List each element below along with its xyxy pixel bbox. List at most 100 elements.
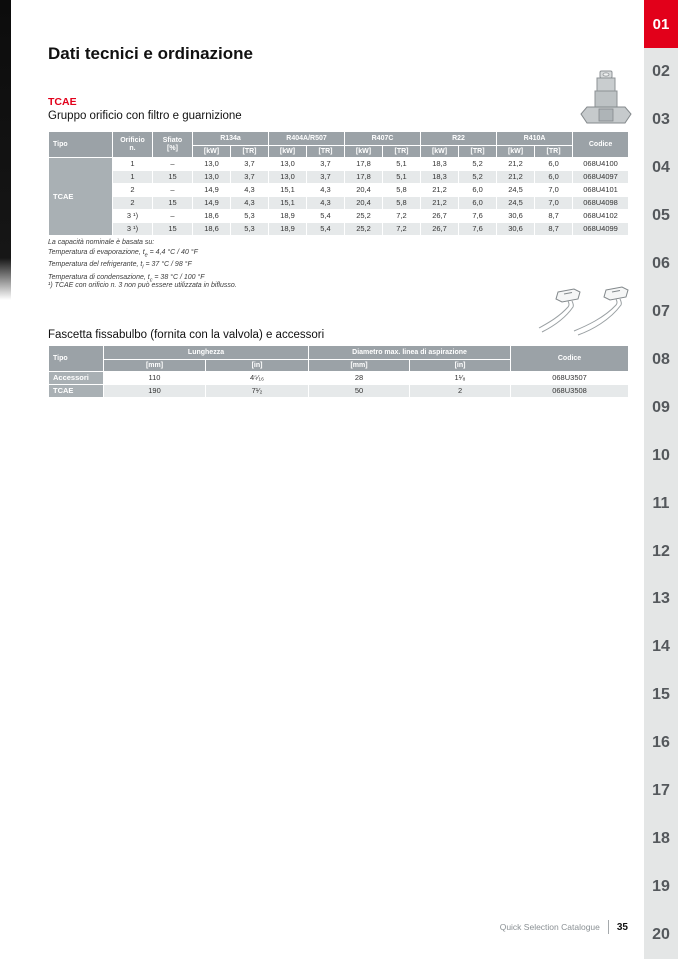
row-group-label: TCAE — [48, 157, 113, 236]
cell: 5,8 — [382, 183, 422, 197]
cell: 5,1 — [382, 157, 422, 171]
note-line: Temperatura di evaporazione, te = 4,4 °C… — [48, 248, 198, 258]
cell: 4,3 — [229, 183, 270, 197]
subcol-tr: [TR] — [229, 145, 270, 158]
section-tab-08[interactable]: 08 — [652, 350, 670, 368]
cell: 5,2 — [458, 157, 498, 171]
product-name: TCAE — [48, 96, 77, 108]
section-tab-17[interactable]: 17 — [652, 782, 670, 800]
orifice-data-table: Tipo Orificio n. Sfiato [%] R134a R404A/… — [48, 131, 630, 236]
code-cell: 068U3507 — [510, 371, 630, 385]
subcol-mm: [mm] — [103, 359, 206, 372]
section-tab-04[interactable]: 04 — [652, 158, 670, 176]
code-cell: 068U4099 — [572, 222, 630, 236]
col-header-tipo: Tipo — [48, 345, 104, 372]
cell: 7,0 — [534, 183, 574, 197]
section-tab-13[interactable]: 13 — [652, 590, 670, 608]
subcol-kw: [kW] — [420, 145, 460, 158]
section-tab-01-active[interactable]: 01 — [644, 0, 678, 48]
col-header-orificio: Orificio n. — [112, 131, 153, 158]
cell: 13,0 — [268, 170, 308, 184]
section-tab-10[interactable]: 10 — [652, 446, 670, 464]
cell: – — [152, 157, 193, 171]
cell: 25,2 — [344, 222, 384, 236]
cell: 18,6 — [192, 209, 231, 223]
section-tab-18[interactable]: 18 — [652, 830, 670, 848]
cell: 3,7 — [229, 170, 270, 184]
row-label: TCAE — [48, 384, 104, 398]
cell: – — [152, 183, 193, 197]
cell: 13,0 — [268, 157, 308, 171]
section-tab-16[interactable]: 16 — [652, 734, 670, 752]
cell: 5,2 — [458, 170, 498, 184]
section-tab-bar: 01 02 03 04 05 06 07 08 09 10 11 12 13 1… — [644, 0, 678, 959]
subcol-mm: [mm] — [308, 359, 411, 372]
section-tab-02[interactable]: 02 — [652, 62, 670, 80]
cell: 13,0 — [192, 157, 231, 171]
cell: 1 — [112, 170, 153, 184]
cell: 3,7 — [306, 170, 346, 184]
section-tab-07[interactable]: 07 — [652, 302, 670, 320]
cell: 7,0 — [534, 196, 574, 210]
cell: 26,7 — [420, 209, 460, 223]
section-tab-15[interactable]: 15 — [652, 686, 670, 704]
section1-subtitle: Gruppo orificio con filtro e guarnizione — [48, 110, 242, 122]
cell: 2 — [112, 183, 153, 197]
note-intro: La capacità nominale è basata su: — [48, 239, 155, 246]
cell: 20,4 — [344, 196, 384, 210]
col-group-r410a: R410A — [496, 131, 574, 146]
section-tab-20[interactable]: 20 — [652, 926, 670, 944]
page-footer: Quick Selection Catalogue 35 — [500, 920, 628, 934]
cell: 17,8 — [344, 157, 384, 171]
section-tab-09[interactable]: 09 — [652, 398, 670, 416]
cell: 1 — [112, 157, 153, 171]
subcol-tr: [TR] — [306, 145, 346, 158]
section-tab-03[interactable]: 03 — [652, 110, 670, 128]
cell: 1¹⁄₈ — [409, 371, 512, 385]
section-tab-11[interactable]: 11 — [652, 494, 670, 512]
cell: 6,0 — [534, 157, 574, 171]
cell: 8,7 — [534, 222, 574, 236]
subcol-kw: [kW] — [268, 145, 308, 158]
cell: 4⁵⁄₁₆ — [204, 371, 310, 385]
cell: 20,4 — [344, 183, 384, 197]
section2-subtitle: Fascetta fissabulbo (fornita con la valv… — [48, 329, 325, 341]
section-tab-14[interactable]: 14 — [652, 638, 670, 656]
cell: 13,0 — [192, 170, 231, 184]
subcol-in: [in] — [409, 359, 512, 372]
subcol-kw: [kW] — [496, 145, 536, 158]
section-tab-19[interactable]: 19 — [652, 878, 670, 896]
rating-conditions-note: La capacità nominale è basata su: Temper… — [48, 238, 205, 286]
code-cell: 068U4098 — [572, 196, 630, 210]
subcol-tr: [TR] — [458, 145, 498, 158]
cell: 190 — [103, 384, 206, 398]
cell: 7,6 — [458, 222, 498, 236]
orifice-assembly-image — [580, 70, 632, 124]
cell: 15,1 — [268, 183, 308, 197]
cell: 6,0 — [458, 196, 498, 210]
cell: 24,5 — [496, 196, 536, 210]
cell: 17,8 — [344, 170, 384, 184]
orifice-footnote: ¹) TCAE con orificio n. 3 non può essere… — [48, 282, 237, 289]
section-tab-05[interactable]: 05 — [652, 206, 670, 224]
cell: 5,1 — [382, 170, 422, 184]
cell: 3,7 — [306, 157, 346, 171]
col-group-r404a-r507: R404A/R507 — [268, 131, 346, 146]
subcol-tr: [TR] — [382, 145, 422, 158]
table-row: 1 15 13,0 3,7 13,0 3,7 17,8 5,1 18,3 5,2… — [49, 170, 630, 184]
cell: 2 — [112, 196, 153, 210]
note-line: Temperatura di condensazione, tc = 38 °C… — [48, 274, 205, 284]
cell: 7¹⁄₂ — [204, 384, 310, 398]
cell: 3 ¹) — [112, 222, 153, 236]
cell: 7,2 — [382, 222, 422, 236]
section-tab-12[interactable]: 12 — [652, 542, 670, 560]
cell: 21,2 — [420, 183, 460, 197]
col-header-codice: Codice — [510, 345, 630, 372]
cell: 5,3 — [229, 222, 270, 236]
cell: – — [152, 209, 193, 223]
code-cell: 068U4097 — [572, 170, 630, 184]
section-tab-06[interactable]: 06 — [652, 254, 670, 272]
col-header-sfiato: Sfiato [%] — [152, 131, 193, 158]
subcol-tr: [TR] — [534, 145, 574, 158]
